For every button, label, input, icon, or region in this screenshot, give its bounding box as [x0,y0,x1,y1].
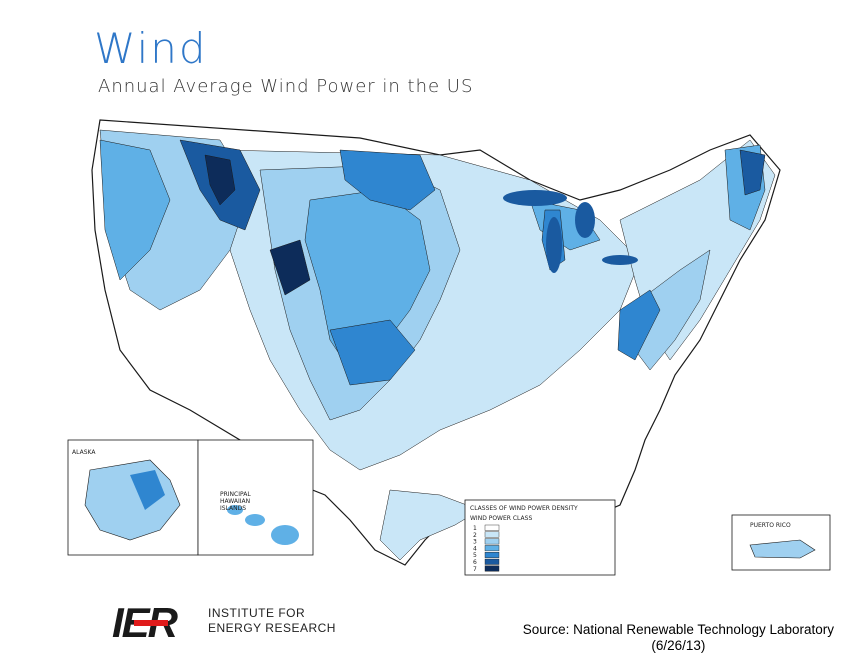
logo-line-2: ENERGY RESEARCH [208,621,336,635]
us-wind-map-svg: ALASKA PRINCIPAL HAWAIIAN ISLANDS CLASSE… [67,119,831,576]
hawaii-label-2: HAWAIIAN [220,498,250,505]
page-title: Wind [94,24,208,73]
legend-title: CLASSES OF WIND POWER DENSITY [470,505,578,512]
legend-class-label-5: 5 [473,552,477,559]
alaska-label: ALASKA [72,449,96,456]
wind-zone-class7-montana [269,239,311,296]
wind-zone-class4-west-coast [99,139,171,281]
wind-zone-class2-southeast-coast [379,489,481,561]
wind-zone-class6-northeast [739,149,766,196]
lake-superior [503,190,567,206]
wind-zone-class7-rockies-peaks [204,154,236,206]
source-line-1: Source: National Renewable Technology La… [522,622,834,637]
wind-zone-class5-northern-plains [339,149,436,211]
logo-text: INSTITUTE FOR ENERGY RESEARCH [208,606,336,636]
map-legend: CLASSES OF WIND POWER DENSITY WIND POWER… [464,499,616,576]
hawaii-label-1: PRINCIPAL [220,491,251,498]
legend-class-label-7: 7 [473,566,477,573]
lake-huron [575,202,595,238]
legend-class-label-6: 6 [473,559,477,566]
legend-class-label-2: 2 [473,532,477,539]
puerto-rico-inset: PUERTO RICO [731,514,831,571]
wind-zone-class5-appalachian-ridge [617,289,661,361]
legend-swatch-class-3 [484,538,500,545]
hawaii-label-3: ISLANDS [220,505,246,512]
logo-line-1: INSTITUTE FOR [208,606,306,620]
logo-red-bar [134,620,168,626]
alaska-inset: ALASKA [67,439,199,556]
legend-column-header: WIND POWER CLASS [470,515,532,522]
legend-class-label-1: 1 [473,525,477,532]
source-citation: Source: National Renewable Technology La… [523,622,834,654]
lake-erie [602,255,638,265]
legend-swatch-class-5 [484,552,500,558]
legend-class-label-4: 4 [473,545,477,552]
legend-class-label-3: 3 [473,539,477,546]
wind-zone-class5-southern-plains [329,319,416,386]
legend-swatch-class-1 [484,524,500,531]
source-line-2: (6/26/13) [651,638,706,653]
legend-swatch-class-6 [484,558,500,565]
wind-power-map: ALASKA PRINCIPAL HAWAIIAN ISLANDS CLASSE… [60,110,850,590]
ier-logo: IER INSTITUTE FOR ENERGY RESEARCH [112,602,372,644]
legend-swatch-class-7 [484,565,500,572]
lake-michigan [546,217,562,273]
page-subtitle: Annual Average Wind Power in the US [98,76,474,97]
legend-swatch-class-4 [484,545,500,552]
puerto-rico-label: PUERTO RICO [750,522,791,529]
hawaii-inset: PRINCIPAL HAWAIIAN ISLANDS [197,439,314,556]
legend-swatch-class-2 [484,531,500,538]
